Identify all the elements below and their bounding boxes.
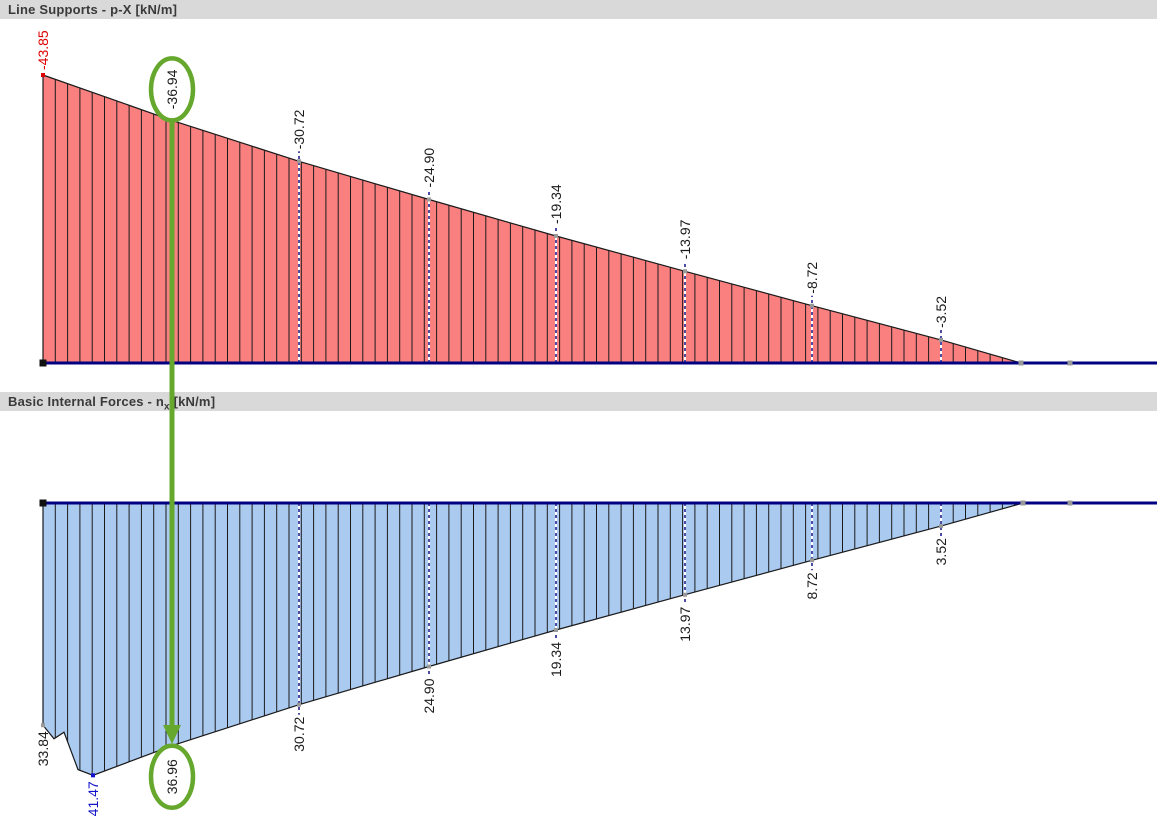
station-marker [810,558,814,563]
node-marker [1067,360,1073,366]
highlight-ellipse [148,743,196,810]
station-marker [297,159,301,164]
value-label: 8.72 [804,572,820,599]
circled-value-label: 36.96 [164,759,180,794]
station-marker [427,664,431,669]
line-supports-px-area [43,75,1021,363]
node-marker [1020,500,1026,506]
station-marker [297,702,301,707]
value-label: -8.72 [804,262,820,294]
value-label: 33.84 [35,731,51,766]
circled-value-label: -36.94 [164,69,180,109]
value-label: -19.34 [548,184,564,224]
station-marker [683,592,687,597]
station-marker [939,524,943,529]
station-marker [939,337,943,342]
station-marker [810,303,814,308]
station-marker [427,197,431,202]
station-marker [683,269,687,274]
panel-header-line-supports: Line Supports - p-X [kN/m] [0,0,1157,19]
node-marker [39,499,47,507]
node-marker [39,359,47,367]
basic-internal-forces-nx-area [43,503,1023,776]
value-label: 30.72 [291,716,307,751]
node-marker [1018,360,1024,366]
panel-header-line-supports-text: Line Supports - p-X [kN/m] [8,2,178,17]
value-label: 3.52 [933,538,949,565]
panel-header-internal-forces: Basic Internal Forces - nx [kN/m] [0,392,1157,413]
max-marker [91,773,95,778]
value-label: 41.47 [85,781,101,816]
basic-internal-forces-nx-boundary [42,502,1024,776]
station-marker [554,628,558,633]
panel-header-units: [kN/m] [169,394,216,409]
station-marker [41,723,45,728]
panel-header-subscript: x [164,401,170,413]
value-label: -43.85 [35,30,51,70]
highlight-ellipse [148,56,196,123]
panel-header-internal-forces-text: Basic Internal Forces - n [8,394,164,409]
value-label: -30.72 [291,109,307,149]
value-label: -3.52 [933,296,949,328]
link-arrow-head [163,725,181,744]
node-marker [1067,500,1073,506]
value-label: -24.90 [421,148,437,188]
value-label: 24.90 [421,678,437,713]
value-label: -13.97 [677,219,693,259]
value-label: 13.97 [677,606,693,641]
line-supports-px-boundary [42,74,1022,364]
station-marker [554,233,558,238]
value-label: 19.34 [548,642,564,677]
max-marker [41,73,45,78]
